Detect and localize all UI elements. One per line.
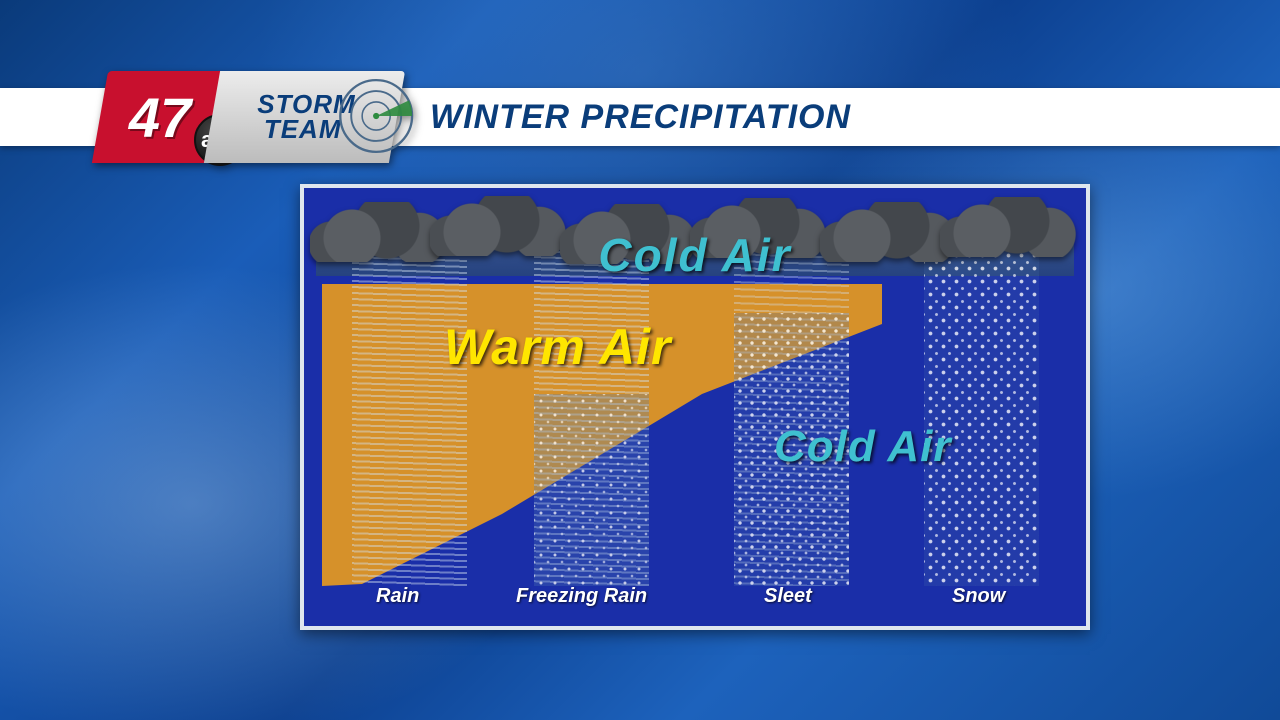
label-cold-air-top: Cold Air [304,228,1086,282]
label-cold-air-bottom: Cold Air [774,422,951,472]
radar-icon [337,77,415,155]
label-snow: Snow [952,585,1005,608]
precip-diagram: Cold Air Warm Air Cold Air Rain Freezing… [300,184,1090,630]
logo-team-line2: TEAM [263,117,341,142]
label-freezing-rain: Freezing Rain [516,585,647,608]
precip-column-sleet [734,236,849,586]
precip-column-snow [924,236,1039,586]
station-logo: 47 abc STORM TEAM [100,62,410,172]
label-sleet: Sleet [764,585,812,608]
logo-channel-number: 47 [129,85,191,150]
logo-team-block: STORM TEAM [204,71,405,163]
precip-column-rain [352,236,467,586]
label-rain: Rain [376,585,419,608]
label-warm-air: Warm Air [444,318,672,376]
precip-column-freezing-rain [534,236,649,586]
page-title: WINTER PRECIPITATION [430,98,851,137]
